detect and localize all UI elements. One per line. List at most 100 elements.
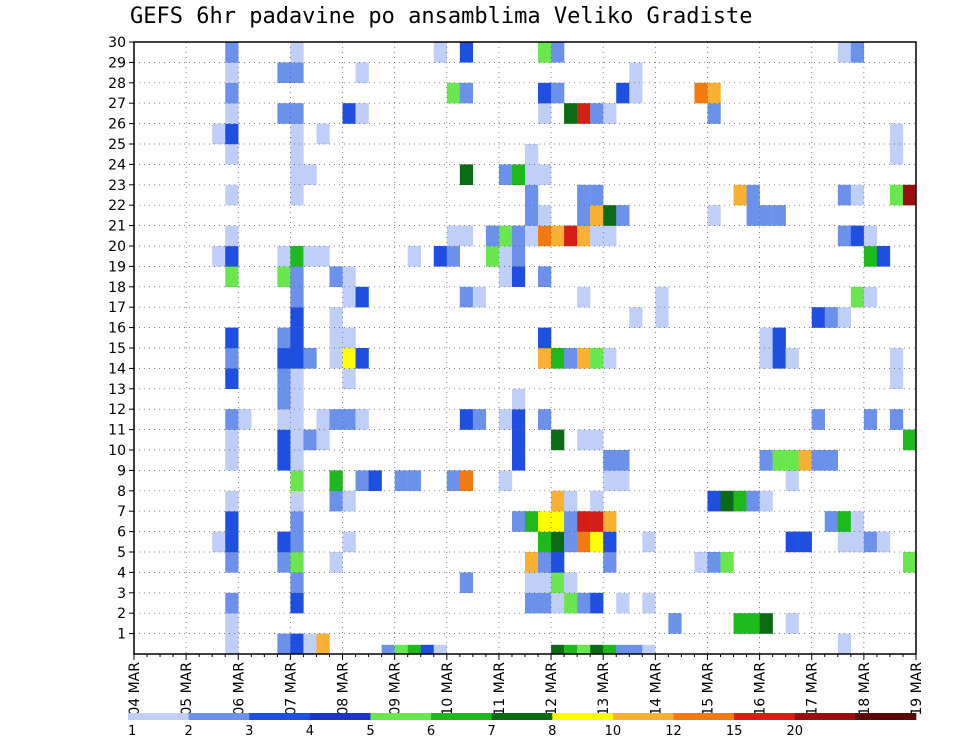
colorbar-segment <box>734 713 796 720</box>
y-tick-label: 22 <box>108 198 126 214</box>
heatmap-cell <box>538 531 552 553</box>
y-tick-label: 7 <box>117 504 126 520</box>
heatmap-cell <box>785 450 799 471</box>
heatmap-cell <box>746 184 760 206</box>
heatmap-cell <box>811 409 825 430</box>
colorbar-label: 3 <box>245 724 253 739</box>
y-tick-label: 29 <box>108 55 126 71</box>
heatmap-cell <box>551 42 565 63</box>
heatmap-cell <box>342 409 356 430</box>
x-tick-label: 15 MAR <box>700 662 716 716</box>
heatmap-bottom-cell <box>577 644 591 654</box>
heatmap-cell <box>798 450 812 471</box>
colorbar-label: 4 <box>306 724 314 739</box>
y-tick-label: 27 <box>108 96 126 112</box>
heatmap-cell <box>603 348 617 369</box>
heatmap-cell <box>290 184 304 206</box>
heatmap-cell <box>850 511 865 532</box>
heatmap-cell <box>590 205 604 226</box>
heatmap-cell <box>303 429 317 451</box>
heatmap-cell <box>863 409 878 430</box>
heatmap-bottom-cell <box>551 644 565 654</box>
heatmap-cell <box>225 246 239 267</box>
heatmap-cell <box>759 327 773 349</box>
heatmap-cell <box>225 348 239 369</box>
heatmap-cell <box>772 450 786 471</box>
heatmap-bottom-cell <box>420 644 434 654</box>
y-tick-label: 19 <box>108 259 126 275</box>
y-tick-label: 15 <box>108 341 126 357</box>
heatmap-cell <box>590 429 604 451</box>
heatmap-cell <box>459 225 474 247</box>
x-tick-label: 06 MAR <box>231 662 247 716</box>
heatmap-cell <box>225 368 239 389</box>
heatmap-cell <box>316 409 330 430</box>
y-tick-label: 8 <box>117 484 126 500</box>
heatmap-cell <box>290 450 304 471</box>
heatmap-cell <box>329 552 343 573</box>
y-tick-label: 2 <box>117 606 126 622</box>
heatmap-cell <box>225 62 239 83</box>
heatmap-cell <box>225 552 239 573</box>
x-tick-label: 16 MAR <box>753 662 769 716</box>
heatmap-cell <box>498 470 513 491</box>
y-tick-label: 3 <box>117 586 126 602</box>
heatmap-cell <box>212 246 226 267</box>
colorbar-label: 15 <box>726 724 743 739</box>
heatmap-cell <box>707 205 721 226</box>
heatmap-cell <box>446 225 461 247</box>
heatmap-bottom-cell <box>316 644 330 654</box>
heatmap-cell <box>564 592 578 614</box>
heatmap-cell <box>889 348 904 369</box>
heatmap-cell <box>590 225 604 247</box>
heatmap-cell <box>290 470 304 491</box>
heatmap-cell <box>342 103 356 124</box>
y-tick-label: 26 <box>108 117 126 133</box>
heatmap-cell <box>511 225 526 247</box>
heatmap-cell <box>837 184 852 206</box>
x-tick-label: 11 MAR <box>492 662 508 716</box>
y-tick-label: 25 <box>108 137 126 153</box>
heatmap-cell <box>590 184 604 206</box>
heatmap-cell <box>225 409 239 430</box>
heatmap-cell <box>863 531 878 553</box>
y-tick-label: 21 <box>108 219 126 235</box>
heatmap-cell <box>329 307 343 328</box>
heatmap-cell <box>225 490 239 512</box>
heatmap-cell <box>577 511 591 532</box>
colorbar-label: 12 <box>665 724 682 739</box>
heatmap-cell <box>876 531 891 553</box>
y-tick-label: 11 <box>108 423 126 439</box>
heatmap-cell <box>603 511 617 532</box>
heatmap-bottom-cell <box>616 644 630 654</box>
heatmap-cell <box>694 82 708 104</box>
heatmap-cell <box>225 103 239 124</box>
heatmap-cell <box>303 348 317 369</box>
heatmap-cell <box>277 552 291 573</box>
heatmap-cell <box>551 511 565 532</box>
heatmap-cell <box>225 613 239 634</box>
colorbar-segment <box>370 713 432 720</box>
heatmap-cell <box>459 164 474 185</box>
heatmap-cell <box>759 613 773 634</box>
colorbar-label: 1 <box>128 724 136 739</box>
heatmap-cell <box>277 388 291 410</box>
heatmap-cell <box>303 246 317 267</box>
heatmap-cell <box>902 184 917 206</box>
heatmap-cell <box>290 633 304 655</box>
heatmap-cell <box>498 164 513 185</box>
heatmap-cell <box>720 490 734 512</box>
chart-title: GEFS 6hr padavine po ansamblima Veliko G… <box>130 4 753 29</box>
heatmap-cell <box>368 470 382 491</box>
heatmap-cell <box>824 450 838 471</box>
heatmap-cell <box>277 246 291 267</box>
colorbar-segment <box>491 713 553 720</box>
heatmap-cell <box>616 450 630 471</box>
y-tick-label: 17 <box>108 300 126 316</box>
heatmap-cell <box>603 470 617 491</box>
heatmap-cell <box>525 164 539 185</box>
heatmap-cell <box>785 470 799 491</box>
heatmap-cell <box>538 552 552 573</box>
heatmap-cell <box>889 144 904 165</box>
heatmap-cell <box>225 633 239 655</box>
